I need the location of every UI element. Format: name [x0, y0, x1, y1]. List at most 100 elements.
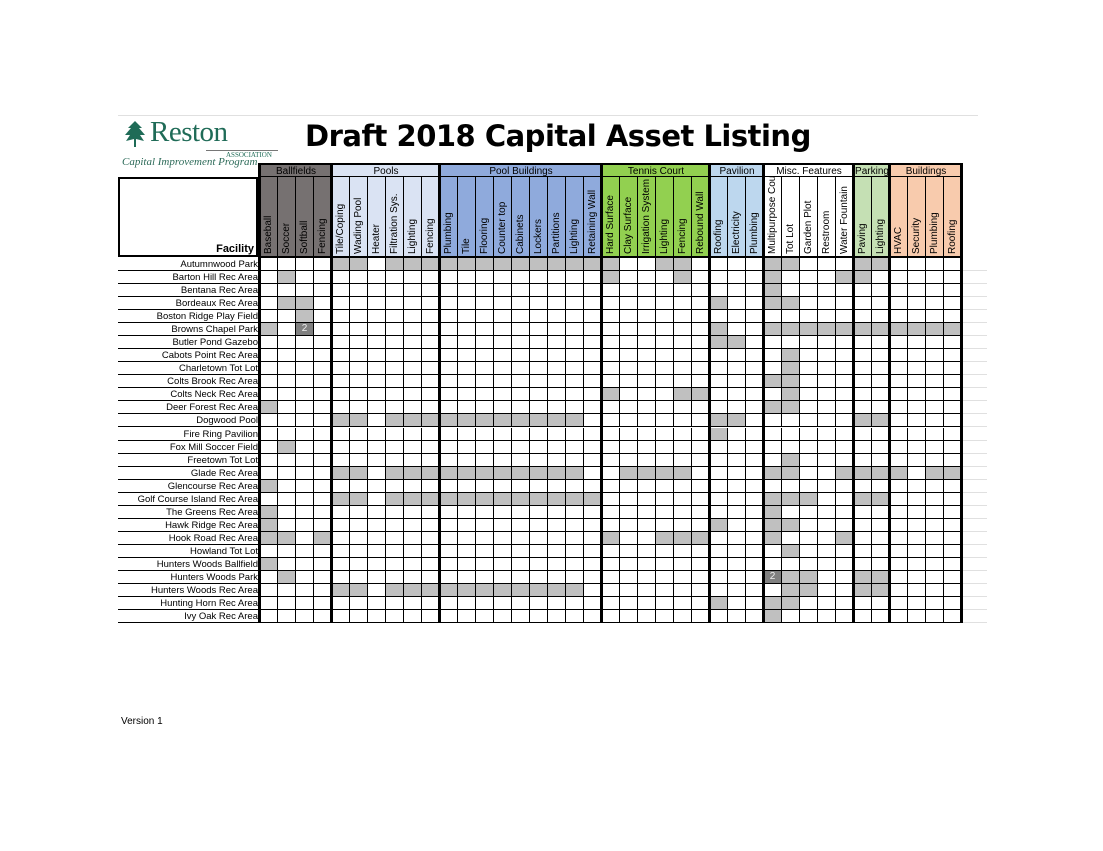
- grid-cell[interactable]: [728, 466, 746, 480]
- grid-cell[interactable]: [404, 479, 422, 493]
- grid-cell[interactable]: [512, 479, 530, 493]
- grid-cell[interactable]: [782, 466, 800, 480]
- grid-cell[interactable]: [764, 323, 782, 337]
- grid-cell[interactable]: [440, 284, 458, 298]
- grid-cell[interactable]: [638, 349, 656, 363]
- grid-cell[interactable]: [566, 557, 584, 571]
- column-header[interactable]: Garden Plot: [800, 177, 818, 258]
- grid-cell[interactable]: [908, 323, 926, 337]
- grid-cell[interactable]: [368, 310, 386, 324]
- grid-cell[interactable]: [800, 479, 818, 493]
- grid-cell[interactable]: [764, 479, 782, 493]
- grid-cell[interactable]: [710, 258, 728, 271]
- grid-cell[interactable]: [332, 440, 350, 454]
- grid-cell[interactable]: [296, 284, 314, 298]
- grid-cell[interactable]: [512, 597, 530, 611]
- grid-cell[interactable]: [440, 518, 458, 532]
- group-header-ballfields[interactable]: Ballfields: [260, 163, 332, 177]
- grid-cell[interactable]: [800, 531, 818, 545]
- grid-cell[interactable]: [854, 610, 872, 624]
- grid-cell[interactable]: [368, 414, 386, 428]
- column-header[interactable]: Irrigation System: [638, 177, 656, 258]
- grid-cell[interactable]: [818, 492, 836, 506]
- grid-cell[interactable]: [548, 440, 566, 454]
- grid-cell[interactable]: [350, 414, 368, 428]
- grid-cell[interactable]: [458, 453, 476, 467]
- grid-cell[interactable]: [602, 584, 620, 597]
- grid-cell[interactable]: [512, 531, 530, 545]
- grid-cell[interactable]: [782, 388, 800, 402]
- grid-cell[interactable]: [710, 323, 728, 337]
- grid-cell[interactable]: [728, 505, 746, 519]
- grid-cell[interactable]: [908, 610, 926, 624]
- grid-cell[interactable]: [782, 297, 800, 311]
- grid-cell[interactable]: [728, 362, 746, 376]
- grid-cell[interactable]: [350, 466, 368, 480]
- grid-cell[interactable]: [926, 479, 944, 493]
- grid-cell[interactable]: [764, 584, 782, 597]
- grid-cell[interactable]: [404, 271, 422, 285]
- grid-cell[interactable]: [530, 401, 548, 415]
- grid-cell[interactable]: [800, 271, 818, 285]
- grid-cell[interactable]: [386, 258, 404, 271]
- grid-cell[interactable]: [782, 271, 800, 285]
- grid-cell[interactable]: [800, 584, 818, 597]
- grid-cell[interactable]: [404, 597, 422, 611]
- grid-cell[interactable]: [818, 258, 836, 271]
- grid-cell[interactable]: [656, 375, 674, 389]
- grid-cell[interactable]: [926, 466, 944, 480]
- grid-cell[interactable]: [404, 388, 422, 402]
- grid-cell[interactable]: [656, 518, 674, 532]
- grid-cell[interactable]: [656, 284, 674, 298]
- group-header-buildings[interactable]: Buildings: [890, 163, 962, 177]
- grid-cell[interactable]: [278, 427, 296, 441]
- grid-cell[interactable]: [620, 557, 638, 571]
- grid-cell[interactable]: [260, 492, 278, 506]
- grid-cell[interactable]: [548, 518, 566, 532]
- grid-cell[interactable]: [602, 557, 620, 571]
- grid-cell[interactable]: [332, 584, 350, 597]
- grid-cell[interactable]: [926, 388, 944, 402]
- grid-cell[interactable]: [656, 349, 674, 363]
- grid-cell[interactable]: [728, 375, 746, 389]
- grid-cell[interactable]: [260, 427, 278, 441]
- grid-cell[interactable]: [710, 362, 728, 376]
- grid-cell[interactable]: [674, 427, 692, 441]
- grid-cell[interactable]: [512, 492, 530, 506]
- grid-cell[interactable]: [926, 375, 944, 389]
- grid-cell[interactable]: [764, 544, 782, 558]
- grid-cell[interactable]: [458, 466, 476, 480]
- grid-cell[interactable]: [512, 453, 530, 467]
- grid-cell[interactable]: [764, 388, 782, 402]
- grid-cell[interactable]: [638, 466, 656, 480]
- grid-cell[interactable]: [764, 557, 782, 571]
- grid-cell[interactable]: [368, 284, 386, 298]
- grid-cell[interactable]: [674, 518, 692, 532]
- grid-cell[interactable]: [260, 284, 278, 298]
- grid-cell[interactable]: [440, 271, 458, 285]
- grid-cell[interactable]: [656, 401, 674, 415]
- grid-cell[interactable]: [368, 362, 386, 376]
- grid-cell[interactable]: [800, 453, 818, 467]
- grid-cell[interactable]: [386, 284, 404, 298]
- grid-cell[interactable]: [602, 388, 620, 402]
- grid-cell[interactable]: [854, 427, 872, 441]
- grid-cell[interactable]: [656, 479, 674, 493]
- grid-cell[interactable]: [530, 531, 548, 545]
- grid-cell[interactable]: [386, 505, 404, 519]
- grid-cell[interactable]: [440, 466, 458, 480]
- grid-cell[interactable]: [530, 297, 548, 311]
- grid-cell[interactable]: [530, 284, 548, 298]
- facility-name[interactable]: Charletown Tot Lot: [118, 362, 259, 376]
- grid-cell[interactable]: [458, 284, 476, 298]
- grid-cell[interactable]: [332, 336, 350, 350]
- column-header[interactable]: Lighting: [404, 177, 422, 258]
- grid-cell[interactable]: [332, 323, 350, 337]
- grid-cell[interactable]: [602, 284, 620, 298]
- grid-cell[interactable]: [620, 349, 638, 363]
- grid-cell[interactable]: [710, 297, 728, 311]
- grid-cell[interactable]: [782, 427, 800, 441]
- grid-cell[interactable]: [890, 518, 908, 532]
- grid-cell[interactable]: [782, 310, 800, 324]
- grid-cell[interactable]: [494, 453, 512, 467]
